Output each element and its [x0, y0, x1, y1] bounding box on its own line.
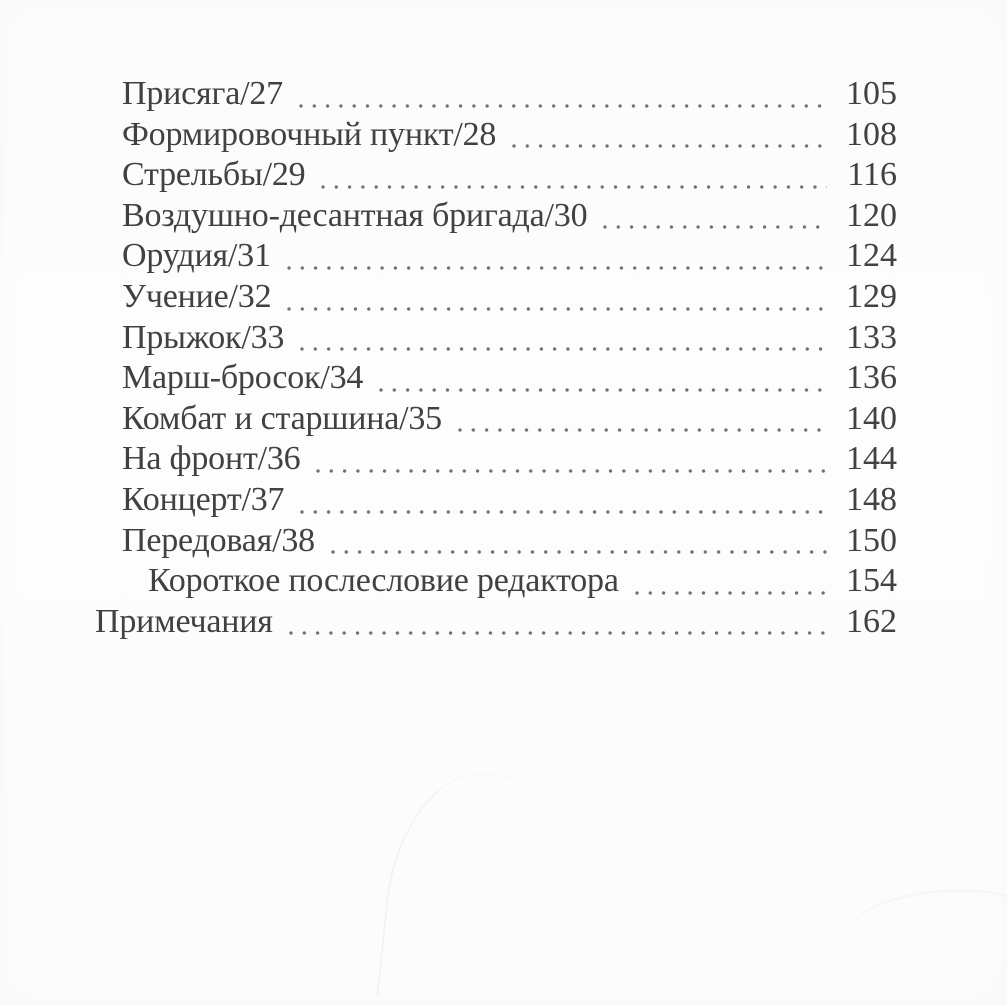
toc-page-number: 116 — [847, 156, 897, 194]
dot-leader — [512, 144, 827, 149]
toc-page-number: 154 — [846, 562, 897, 600]
toc-row: Присяга/27 105 — [95, 74, 897, 115]
dot-leader — [300, 509, 827, 514]
toc-row: Учение/32 129 — [95, 277, 897, 318]
toc-entry-label: Орудия/31 — [122, 237, 271, 275]
toc-list: Присяга/27 105 Формировочный пункт/28 108 Ст… — [0, 74, 1007, 642]
dot-leader — [286, 265, 827, 270]
toc-row: Орудия/31 124 — [95, 236, 897, 277]
toc-entry-label: Присяга/27 — [122, 75, 283, 112]
dot-leader — [634, 590, 827, 595]
toc-page-number: 140 — [846, 399, 897, 437]
toc-row: На фронт/36 144 — [95, 439, 897, 480]
dot-leader — [321, 184, 827, 189]
toc-page-number: 124 — [846, 237, 897, 275]
toc-page-number: 120 — [846, 196, 897, 234]
toc-row: Марш-бросок/34 136 — [95, 358, 897, 399]
dot-leader — [298, 103, 827, 108]
toc-row: Формировочный пункт/28 108 — [95, 115, 897, 156]
scan-crease-artifact — [376, 765, 542, 1005]
toc-entry-label: Учение/32 — [122, 277, 272, 315]
toc-entry-label: Концерт/37 — [122, 480, 285, 518]
toc-entry-label: Примечания — [95, 602, 273, 640]
dot-leader — [603, 225, 827, 230]
toc-page-number: 150 — [846, 521, 897, 559]
toc-row: Короткое послесловие редактора 154 — [95, 561, 897, 602]
toc-page-number: 162 — [846, 602, 897, 640]
toc-page-number: 108 — [846, 115, 897, 153]
toc-entry-label: Формировочный пункт/28 — [122, 115, 497, 153]
dot-leader — [288, 631, 827, 636]
toc-entry-label: На фронт/36 — [122, 440, 301, 478]
toc-page-number: 105 — [846, 75, 897, 112]
toc-entry-label: Прыжок/33 — [122, 318, 285, 356]
toc-row: Стрельбы/29 116 — [95, 155, 897, 196]
toc-row: Воздушно-десантная бригада/30 120 — [95, 196, 897, 237]
toc-entry-label: Передовая/38 — [122, 521, 315, 559]
toc-row: Передовая/38 150 — [95, 521, 897, 562]
toc-row: Примечания 162 — [95, 602, 897, 643]
toc-page-number: 144 — [846, 440, 897, 478]
toc-page-number: 136 — [846, 359, 897, 397]
dot-leader — [300, 347, 827, 352]
toc-row: Прыжок/33 133 — [95, 318, 897, 359]
toc-page-number: 129 — [846, 277, 897, 315]
scan-crease-artifact — [847, 883, 1007, 969]
toc-entry-label: Короткое послесловие редактора — [148, 562, 619, 600]
dot-leader — [457, 428, 827, 433]
toc-row: Концерт/37 148 — [95, 480, 897, 521]
dot-leader — [316, 468, 827, 473]
toc-page-number: 148 — [846, 480, 897, 518]
toc-entry-label: Воздушно-десантная бригада/30 — [122, 196, 588, 234]
toc-row: Комбат и старшина/35 140 — [95, 399, 897, 440]
toc-entry-label: Марш-бросок/34 — [122, 359, 364, 397]
toc-entry-label: Стрельбы/29 — [122, 156, 306, 194]
dot-leader — [287, 306, 827, 311]
dot-leader — [379, 387, 827, 392]
toc-page-number: 133 — [846, 318, 897, 356]
dot-leader — [330, 550, 827, 555]
toc-entry-label: Комбат и старшина/35 — [122, 399, 442, 437]
